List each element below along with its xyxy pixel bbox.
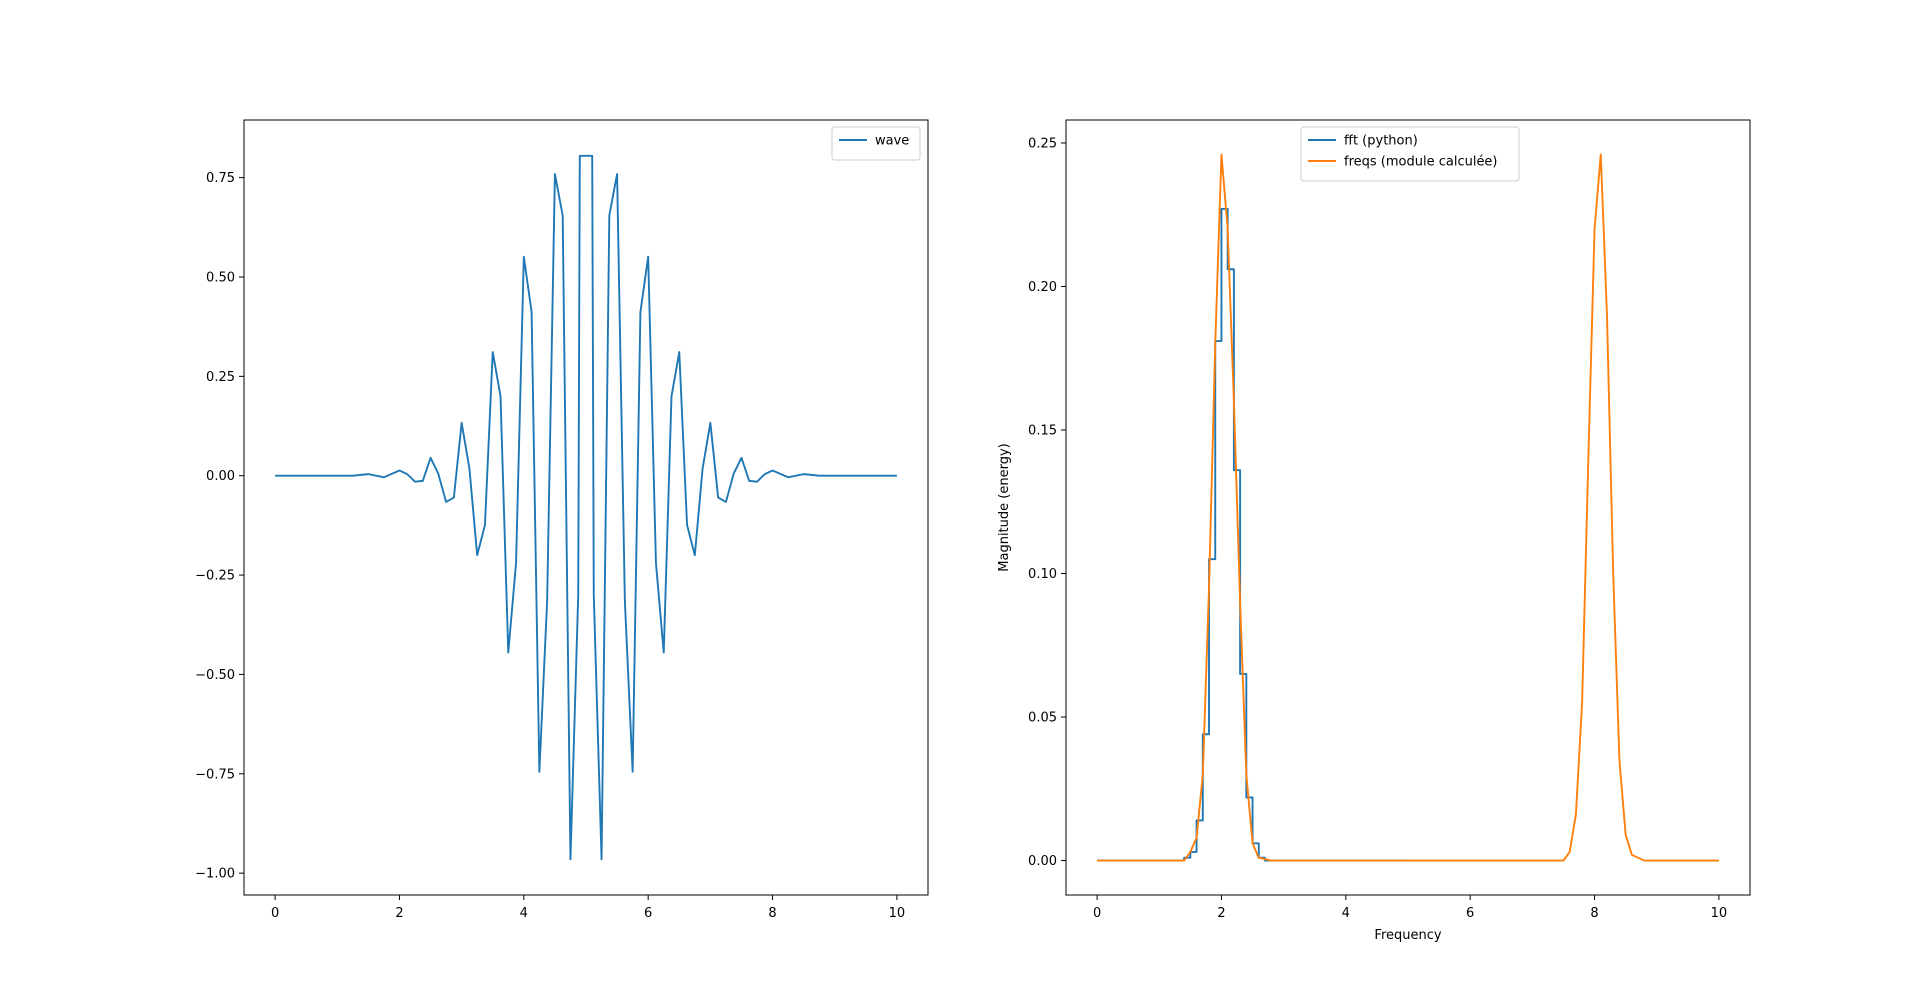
y-tick-label: 0.25	[1028, 136, 1057, 151]
y-tick-label: 0.00	[206, 469, 235, 484]
x-tick-label: 2	[395, 906, 403, 921]
wave-chart: 0 2 4 6 8 10 −1.00 −0.75 −0.50 −0.25 0.00 0.25 0.50 0…	[195, 119, 929, 921]
y-tick-label: 0.10	[1028, 567, 1057, 582]
x-tick-label: 4	[520, 906, 528, 921]
x-tick-label: 6	[1466, 906, 1474, 921]
y-tick-label: −0.50	[195, 668, 235, 683]
y-tick-label: 0.05	[1028, 711, 1057, 726]
series-line-wave	[275, 154, 897, 861]
x-tick-label: 2	[1217, 906, 1225, 921]
spectrum-chart: 0 2 4 6 8 10 0.00 0.05 0.10 0.15 0.20 0.25 Frequency…	[997, 119, 1751, 943]
x-tick-label: 4	[1342, 906, 1350, 921]
x-tick-label: 6	[644, 906, 652, 921]
y-tick-label: 0.50	[206, 270, 235, 285]
legend-box	[1300, 126, 1520, 182]
y-tick-label: 0.25	[206, 370, 235, 385]
x-tick-label: 0	[271, 906, 279, 921]
legend: fft (python) freqs (module calculée)	[1300, 126, 1520, 182]
y-tick-label: 0.20	[1028, 280, 1057, 295]
series-line-fft	[1097, 208, 1408, 862]
x-tick-label: 8	[1590, 906, 1598, 921]
legend-label: fft (python)	[1344, 134, 1418, 149]
y-axis-label: Magnitude (energy)	[997, 443, 1012, 571]
y-tick-label: −0.25	[195, 569, 235, 584]
legend-box	[831, 126, 921, 161]
y-tick-label: 0.75	[206, 171, 235, 186]
axes-frame	[243, 119, 929, 896]
x-tick-label: 10	[889, 906, 906, 921]
x-axis-label: Frequency	[1374, 928, 1441, 943]
x-tick-label: 0	[1093, 906, 1101, 921]
x-tick-label: 10	[1711, 906, 1728, 921]
y-tick-label: −0.75	[195, 767, 235, 782]
x-tick-label: 8	[768, 906, 776, 921]
y-tick-label: 0.00	[1028, 854, 1057, 869]
y-tick-label: 0.15	[1028, 424, 1057, 439]
legend-label: freqs (module calculée)	[1344, 155, 1498, 170]
axes-frame	[1065, 119, 1751, 896]
legend-label: wave	[875, 134, 909, 149]
legend: wave	[831, 126, 921, 161]
series-line-freqs	[1097, 153, 1719, 862]
y-tick-label: −1.00	[195, 867, 235, 882]
